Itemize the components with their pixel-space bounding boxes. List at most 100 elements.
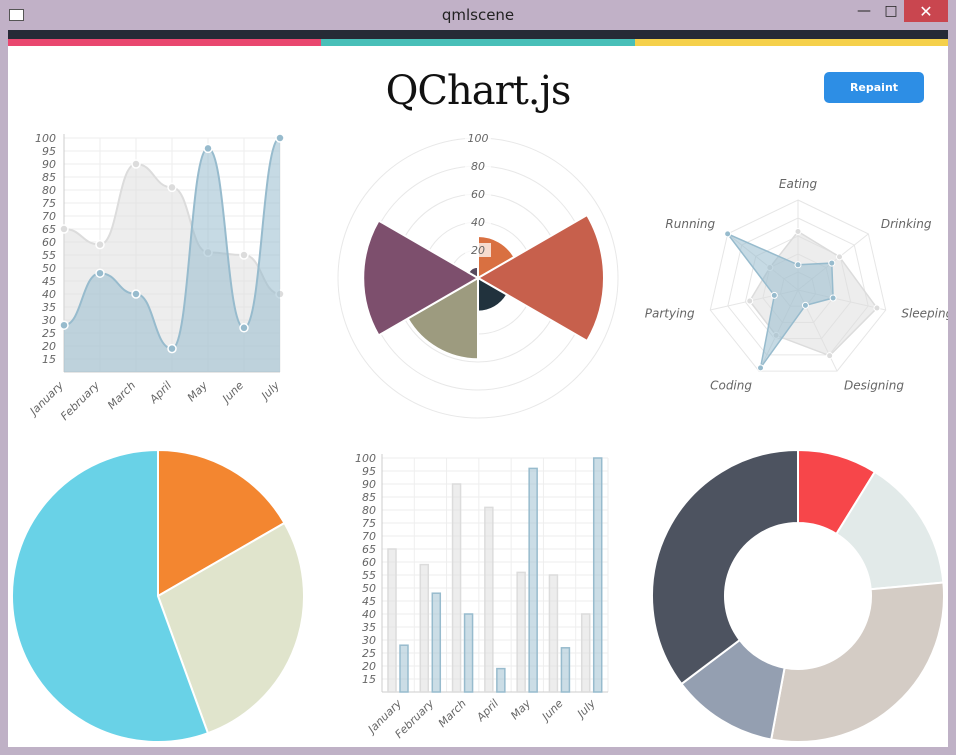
y-tick-label: 45 <box>42 275 56 288</box>
scale-label-backdrop <box>465 187 491 201</box>
y-tick-label: 35 <box>362 621 376 634</box>
scale-label: 80 <box>471 160 485 173</box>
radar-ring <box>727 217 869 356</box>
window-content: QChart.js Repaint 15 20 25 30 35 40 45 50 55 60 65… <box>8 30 948 747</box>
radar-series <box>725 232 834 369</box>
x-tick-label: April <box>146 379 174 407</box>
radar-label: Partying <box>645 307 695 321</box>
radar-label: Running <box>665 217 715 231</box>
y-tick-label: 20 <box>42 340 56 353</box>
minimize-button[interactable]: — <box>850 0 878 22</box>
bar <box>463 613 474 693</box>
close-button[interactable]: ✕ <box>904 0 948 22</box>
radar-label: Sleeping <box>901 307 948 321</box>
y-tick-label: 70 <box>362 530 376 543</box>
data-point <box>203 143 213 154</box>
x-tick-label: March <box>436 697 469 730</box>
x-tick-label: July <box>258 379 283 404</box>
y-tick-label: 70 <box>42 210 56 223</box>
x-tick-label: June <box>538 697 566 725</box>
doughnut-segment <box>651 448 799 686</box>
polar-segment <box>362 219 481 337</box>
radar-ring <box>709 199 887 372</box>
radar-label: Coding <box>710 379 752 393</box>
bar <box>560 647 571 693</box>
y-tick-label: 15 <box>42 353 56 366</box>
data-point <box>95 268 105 278</box>
minimize-icon: — <box>857 3 871 19</box>
radar-label: Designing <box>844 379 904 393</box>
top-bar <box>8 30 948 39</box>
data-point <box>131 159 141 169</box>
y-tick-label: 50 <box>42 262 56 275</box>
series-area <box>64 138 280 372</box>
data-point <box>275 133 285 143</box>
y-tick-label: 95 <box>362 465 376 478</box>
page-title: QChart.js <box>385 68 572 114</box>
radar-point <box>757 364 765 372</box>
radar-point <box>746 297 754 305</box>
bar <box>592 457 603 693</box>
radar-label: Drinking <box>881 217 932 231</box>
bar <box>484 506 494 693</box>
repaint-button[interactable]: Repaint <box>824 72 924 103</box>
x-tick-label: July <box>573 697 598 722</box>
y-tick-label: 85 <box>42 171 56 184</box>
data-point <box>239 250 249 260</box>
x-tick-label: March <box>105 379 138 412</box>
polar-area-chart: 20 40 60 80 100 <box>337 131 619 419</box>
bar-chart: 1520253035404550556065707580859095100Jan… <box>355 452 609 741</box>
polar-segment <box>466 265 479 280</box>
y-tick-label: 80 <box>362 504 376 517</box>
window-title: qmlscene <box>441 6 515 24</box>
doughnut-segment <box>770 581 945 743</box>
pie-chart <box>11 448 305 743</box>
scale-label: 100 <box>468 132 489 145</box>
line-chart: 1520253035404550556065707580859095100Jan… <box>26 132 285 423</box>
pie-slice <box>157 448 286 598</box>
y-tick-label: 75 <box>42 197 56 210</box>
y-tick-label: 75 <box>362 517 376 530</box>
pie-slice <box>156 521 305 735</box>
window-titlebar: qmlscene — □ ✕ <box>0 0 956 30</box>
series-line <box>63 137 281 350</box>
bar <box>387 548 397 693</box>
y-tick-label: 95 <box>42 145 56 158</box>
y-tick-label: 15 <box>362 673 376 686</box>
bar <box>451 483 462 693</box>
y-tick-label: 85 <box>362 491 376 504</box>
radar-point <box>829 294 837 302</box>
stripe-pink <box>8 39 321 46</box>
scale-label-backdrop <box>465 131 491 145</box>
radar-point <box>794 228 802 235</box>
polar-segment <box>406 276 479 361</box>
y-tick-label: 25 <box>362 647 376 660</box>
radar-point <box>826 352 834 360</box>
y-tick-label: 90 <box>362 478 376 491</box>
bar <box>580 613 591 693</box>
y-tick-label: 60 <box>362 556 376 569</box>
radar-point <box>770 291 778 299</box>
maximize-icon: □ <box>884 3 898 19</box>
y-tick-label: 65 <box>42 223 56 236</box>
radar-label: Eating <box>779 177 818 191</box>
bar <box>528 467 538 693</box>
x-tick-label: February <box>58 379 102 423</box>
y-tick-label: 30 <box>362 634 376 647</box>
radar-point <box>794 261 802 269</box>
y-tick-label: 55 <box>362 569 376 582</box>
scale-label-backdrop <box>465 159 491 173</box>
data-point <box>131 289 141 299</box>
x-tick-label: April <box>473 697 501 725</box>
y-tick-label: 40 <box>362 608 376 621</box>
charts-canvas: 1520253035404550556065707580859095100Jan… <box>11 131 948 743</box>
y-tick-label: 100 <box>35 132 56 145</box>
data-point <box>59 320 69 330</box>
data-point <box>239 323 249 333</box>
y-tick-label: 40 <box>42 288 56 301</box>
maximize-button[interactable]: □ <box>877 0 905 22</box>
radar-point <box>873 304 881 312</box>
y-tick-label: 100 <box>355 452 376 465</box>
bar <box>548 574 559 693</box>
data-point <box>95 239 105 250</box>
